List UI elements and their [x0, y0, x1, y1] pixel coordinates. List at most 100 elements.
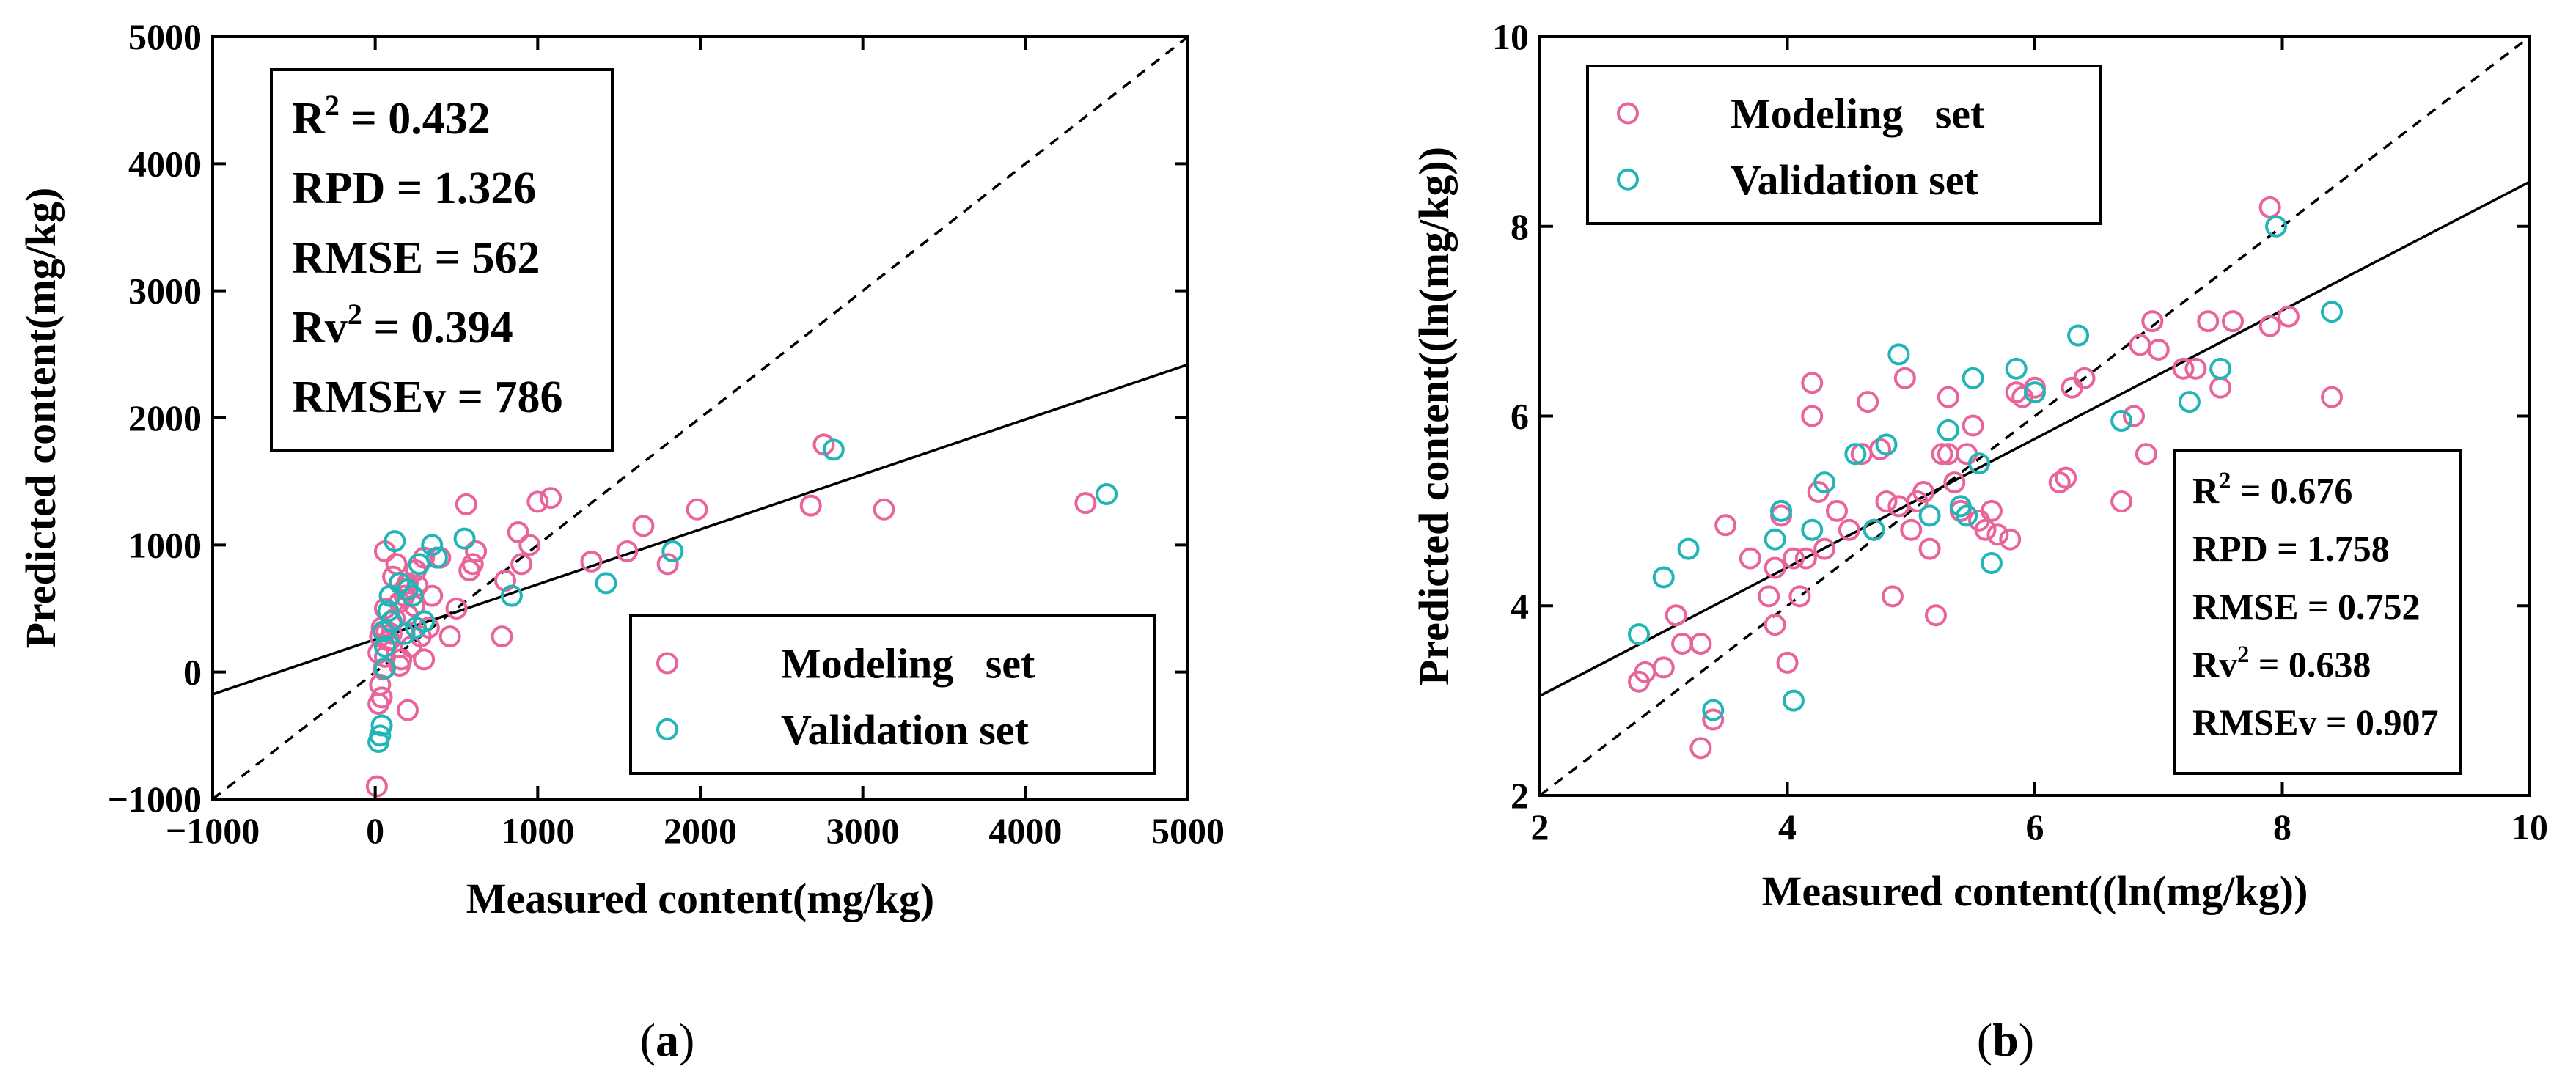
modeling-point-59 [2147, 338, 2170, 361]
validation-point-13 [1918, 504, 1941, 527]
validation-point-9 [1844, 443, 1867, 466]
validation-point-27 [1962, 367, 1984, 389]
validation-point-4 [1764, 528, 1786, 551]
modeling-point-35 [1918, 537, 1941, 560]
validation-point-24 [2209, 357, 2232, 380]
modeling-point-69 [1937, 443, 1959, 466]
modeling-point-15 [1782, 547, 1805, 570]
validation-point-17 [1968, 452, 1991, 475]
validation-point-11 [1875, 433, 1898, 456]
stats-line-2: RMSE = 562 [292, 233, 540, 283]
modeling-point-19 [1801, 405, 1824, 427]
modeling-point-47 [1999, 528, 2022, 551]
legend-marker-0 [1617, 102, 1639, 125]
validation-point-6 [384, 530, 406, 553]
validation-point-14 [1937, 419, 1959, 441]
legend-box [629, 614, 1156, 775]
x-tick-label-6: 5000 [1151, 810, 1225, 851]
validation-point-1 [1652, 566, 1675, 589]
modeling-point-31 [397, 699, 419, 721]
validation-point-21 [822, 438, 845, 461]
modeling-point-44 [1974, 518, 1997, 541]
modeling-point-53 [656, 553, 679, 576]
modeling-point-45 [1980, 499, 2003, 522]
x-axis-title: Measured content(mg/kg) [466, 875, 934, 922]
modeling-point-58 [2141, 310, 2164, 333]
validation-point-2 [369, 724, 392, 747]
stats-box [2173, 449, 2462, 775]
modeling-point-50 [580, 550, 603, 573]
modeling-point-42 [1962, 414, 1984, 437]
panel-label: (a) [640, 1014, 695, 1066]
modeling-point-3 [1665, 604, 1687, 627]
validation-point-12 [1887, 343, 1910, 366]
validation-point-16 [1956, 504, 1978, 527]
validation-point-7 [1801, 518, 1824, 541]
x-tick-label-4: 3000 [826, 810, 900, 851]
validation-point-23 [378, 584, 401, 607]
modeling-point-46 [1986, 523, 2009, 546]
modeling-point-66 [2258, 196, 2281, 218]
modeling-point-4 [1671, 633, 1694, 655]
modeling-point-41 [1956, 443, 1978, 466]
modeling-point-57 [2135, 443, 2157, 466]
x-tick-label-0: −1000 [166, 810, 260, 851]
modeling-point-27 [1869, 438, 1892, 460]
modeling-point-5 [1689, 737, 1712, 760]
modeling-point-55 [799, 494, 822, 517]
chart-panel-a: −1000 0 1000 2000 3000 4000 5000 −1000 0 1000 2000… [17, 16, 1225, 1066]
modeling-point-52 [2061, 376, 2083, 399]
y-axis-title: Predicted content(mg/kg) [17, 188, 65, 649]
x-tick-label-1: 0 [366, 810, 384, 851]
validation-point-19 [2005, 357, 2028, 380]
y-tick-label-4: 10 [1492, 16, 1529, 57]
modeling-series [1628, 196, 2343, 760]
modeling-point-37 [1931, 443, 1953, 466]
x-tick-label-2: 1000 [501, 810, 574, 851]
modeling-point-55 [2123, 405, 2145, 427]
y-tick-label-3: 2000 [128, 397, 202, 438]
panel-label: (b) [1977, 1014, 2034, 1066]
modeling-point-38 [445, 598, 468, 620]
modeling-point-43 [491, 625, 513, 648]
modeling-point-45 [507, 521, 529, 543]
validation-point-10 [1863, 518, 1885, 541]
modeling-point-7 [1702, 708, 1725, 731]
x-axis-title: Measured content((ln(mg/kg)) [1762, 867, 2308, 915]
modeling-point-38 [1937, 386, 1959, 408]
modeling-point-67 [2277, 305, 2300, 328]
modeling-point-8 [1714, 514, 1737, 537]
validation-point-18 [1980, 552, 2003, 575]
legend-label-0: Modeling set [781, 640, 1035, 688]
y-tick-label-5: 4000 [128, 143, 202, 184]
modeling-point-41 [461, 553, 484, 576]
x-tick-label-2: 6 [2026, 806, 2044, 848]
validation-point-6 [1782, 689, 1805, 712]
modeling-point-39 [455, 493, 477, 515]
validation-point-19 [595, 572, 617, 595]
modeling-point-34 [1912, 481, 1935, 503]
validation-point-11 [413, 610, 436, 633]
regression-line [1540, 180, 2530, 697]
modeling-point-42 [465, 540, 488, 562]
validation-point-17 [453, 527, 476, 550]
modeling-point-30 [388, 655, 411, 677]
modeling-point-56 [2129, 334, 2151, 356]
validation-point-22 [1096, 483, 1118, 505]
legend-label-1: Validation set [781, 706, 1030, 754]
modeling-point-28 [1875, 490, 1898, 512]
modeling-point-51 [616, 540, 639, 562]
validation-point-5 [1770, 499, 1793, 522]
one-to-one-line [1540, 37, 2530, 795]
stats-box [270, 68, 614, 452]
y-tick-label-2: 1000 [128, 524, 202, 565]
validation-point-5 [377, 600, 400, 622]
modeling-point-16 [1788, 585, 1811, 608]
modeling-point-32 [1900, 518, 1923, 541]
validation-point-7 [380, 610, 403, 633]
stats-line-0: R2 = 0.432 [292, 89, 491, 144]
plot-area [1540, 37, 2530, 795]
modeling-point-39 [1943, 471, 1966, 494]
validation-point-21 [2067, 324, 2090, 347]
validation-point-22 [2110, 409, 2133, 432]
